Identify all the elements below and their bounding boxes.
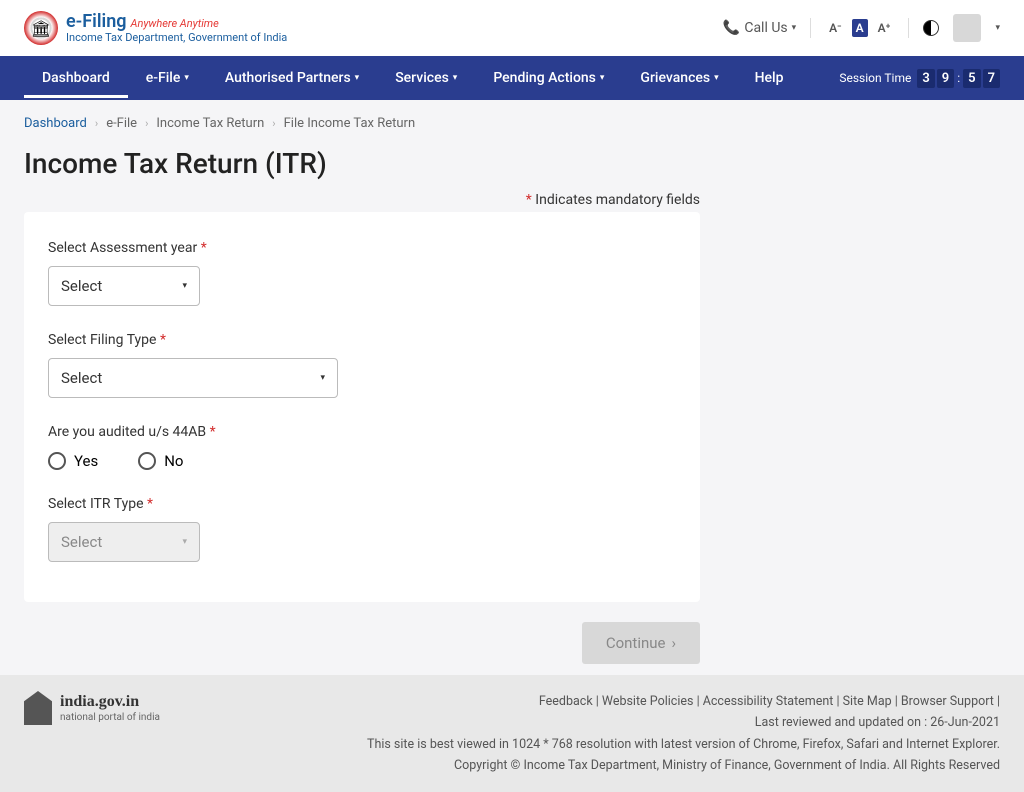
- audit-no-radio[interactable]: No: [138, 452, 183, 470]
- chevron-down-icon: ▾: [182, 537, 187, 547]
- logo-tagline: Anywhere Anytime: [130, 17, 218, 30]
- call-us-dropdown[interactable]: 📞 Call Us ▾: [723, 20, 796, 36]
- page-title: Income Tax Return (ITR): [24, 147, 1000, 180]
- contrast-toggle[interactable]: [923, 20, 939, 36]
- phone-icon: 📞: [723, 20, 740, 36]
- chevron-down-icon: ▾: [184, 73, 189, 83]
- nav-item-e-file[interactable]: e-File ▾: [128, 58, 207, 98]
- itr-type-select: Select▾: [48, 522, 200, 562]
- gov-emblem-icon: [24, 691, 52, 725]
- timer-digit: 3: [917, 69, 934, 88]
- breadcrumb-item[interactable]: e-File: [106, 116, 137, 131]
- portal-subtitle: national portal of india: [60, 712, 160, 724]
- chevron-down-icon: ▾: [792, 23, 797, 33]
- nav-item-help[interactable]: Help: [737, 58, 802, 98]
- session-timer: Session Time 39:57: [839, 69, 1000, 88]
- nav-item-authorised-partners[interactable]: Authorised Partners ▾: [207, 58, 377, 98]
- footer-links[interactable]: Feedback | Website Policies | Accessibil…: [367, 691, 1000, 712]
- continue-button[interactable]: Continue›: [582, 622, 700, 664]
- logo-subtitle: Income Tax Department, Government of Ind…: [66, 32, 287, 44]
- assessment-year-label: Select Assessment year *: [48, 240, 676, 256]
- timer-digit: 9: [937, 69, 954, 88]
- chevron-down-icon[interactable]: ▾: [995, 23, 1000, 33]
- nav-item-services[interactable]: Services ▾: [377, 58, 475, 98]
- nav-item-dashboard[interactable]: Dashboard: [24, 58, 128, 98]
- breadcrumb: Dashboard › e-File › Income Tax Return › File …: [0, 100, 1024, 139]
- timer-separator: :: [956, 69, 961, 88]
- form-card: Select Assessment year * Select▾ Select …: [24, 212, 700, 602]
- emblem-icon: 🏛: [24, 11, 58, 45]
- chevron-down-icon: ▾: [453, 73, 458, 83]
- breadcrumb-separator: ›: [95, 117, 98, 130]
- mandatory-note: * Indicates mandatory fields: [24, 192, 700, 208]
- breadcrumb-item[interactable]: Dashboard: [24, 116, 87, 131]
- chevron-right-icon: ›: [671, 634, 676, 652]
- font-normal-button[interactable]: A: [852, 19, 868, 37]
- footer-copyright: Copyright © Income Tax Department, Minis…: [367, 755, 1000, 776]
- breadcrumb-separator: ›: [272, 117, 275, 130]
- india-gov-label: india.gov.in: [60, 692, 160, 711]
- breadcrumb-item[interactable]: Income Tax Return: [156, 116, 264, 131]
- footer-updated: Last reviewed and updated on : 26-Jun-20…: [367, 712, 1000, 733]
- chevron-down-icon: ▾: [182, 281, 187, 291]
- font-decrease-button[interactable]: A⁻: [825, 19, 845, 37]
- header: 🏛 e-Filing Anywhere Anytime Income Tax D…: [0, 0, 1024, 56]
- footer: india.gov.in national portal of india Fe…: [0, 675, 1024, 792]
- audit-yes-radio[interactable]: Yes: [48, 452, 98, 470]
- assessment-year-select[interactable]: Select▾: [48, 266, 200, 306]
- footer-logo[interactable]: india.gov.in national portal of india: [24, 691, 160, 725]
- main-nav: Dashboarde-File ▾Authorised Partners ▾Se…: [0, 56, 1024, 100]
- chevron-down-icon: ▾: [600, 73, 605, 83]
- session-label: Session Time: [839, 71, 911, 85]
- breadcrumb-separator: ›: [145, 117, 148, 130]
- call-us-label: Call Us: [744, 20, 787, 36]
- filing-type-label: Select Filing Type *: [48, 332, 676, 348]
- nav-item-grievances[interactable]: Grievances ▾: [622, 58, 736, 98]
- radio-icon: [48, 452, 66, 470]
- breadcrumb-item: File Income Tax Return: [284, 116, 416, 131]
- footer-best-viewed: This site is best viewed in 1024 * 768 r…: [367, 734, 1000, 755]
- logo-main: e-Filing: [66, 11, 127, 32]
- itr-type-label: Select ITR Type *: [48, 496, 676, 512]
- chevron-down-icon: ▾: [714, 73, 719, 83]
- logo-area[interactable]: 🏛 e-Filing Anywhere Anytime Income Tax D…: [24, 11, 287, 45]
- user-avatar[interactable]: [953, 14, 981, 42]
- timer-digit: 7: [983, 69, 1000, 88]
- divider: [810, 18, 811, 38]
- divider: [908, 18, 909, 38]
- radio-icon: [138, 452, 156, 470]
- chevron-down-icon: ▾: [320, 373, 325, 383]
- font-increase-button[interactable]: A⁺: [874, 19, 895, 37]
- nav-item-pending-actions[interactable]: Pending Actions ▾: [475, 58, 622, 98]
- font-size-controls: A⁻ A A⁺: [825, 19, 894, 37]
- timer-digit: 5: [963, 69, 980, 88]
- filing-type-select[interactable]: Select▾: [48, 358, 338, 398]
- chevron-down-icon: ▾: [355, 73, 360, 83]
- audit-label: Are you audited u/s 44AB *: [48, 424, 676, 440]
